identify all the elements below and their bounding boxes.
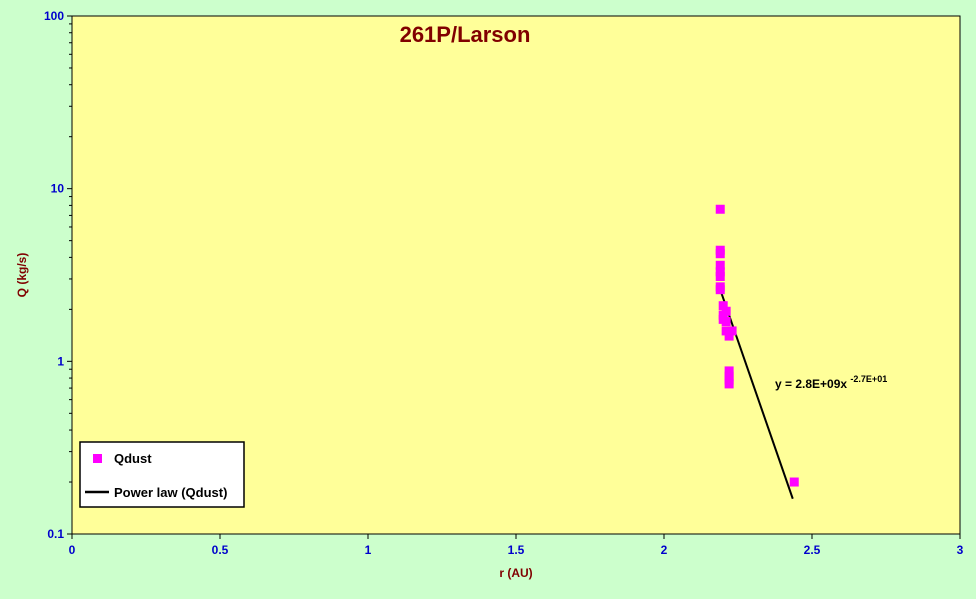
data-point-qdust [727, 326, 737, 336]
data-point-qdust [718, 301, 728, 311]
data-point-qdust [724, 366, 734, 376]
y-axis-label: Q (kg/s) [15, 253, 29, 298]
data-point-qdust [715, 285, 725, 295]
y-tick-label: 100 [44, 9, 64, 23]
data-point-qdust [721, 326, 731, 336]
data-point-qdust [715, 204, 725, 214]
y-tick-label: 1 [57, 354, 64, 368]
chart-title: 261P/Larson [400, 22, 531, 47]
legend-label-power-law: Power law (Qdust) [114, 485, 227, 500]
data-point-qdust [724, 331, 734, 341]
x-tick-label: 1.5 [508, 543, 525, 557]
data-points [715, 204, 799, 487]
x-tick-label: 0.5 [212, 543, 229, 557]
equation-exponent: -2.7E+01 [850, 374, 887, 384]
trendline-equation: y = 2.8E+09x -2.7E+01 [775, 374, 887, 391]
legend-box [79, 441, 245, 508]
x-tick-label: 0 [69, 543, 76, 557]
data-point-qdust [715, 271, 725, 281]
data-point-qdust [715, 267, 725, 277]
x-tick-label: 2 [661, 543, 668, 557]
data-point-qdust [715, 260, 725, 270]
axis-ticks: 0 0.5 1 1.5 2 2.5 3 0.1 1 10 100 [44, 9, 964, 557]
legend-label-qdust: Qdust [114, 451, 152, 466]
power-law-fit-line [719, 289, 794, 500]
fit-line-layer [719, 289, 794, 500]
data-point-qdust [721, 306, 731, 316]
legend-marker-qdust [93, 454, 102, 463]
data-point-qdust [715, 249, 725, 259]
data-point-qdust [789, 477, 799, 487]
data-point-qdust [721, 317, 731, 327]
y-tick-label: 0.1 [47, 527, 64, 541]
x-tick-label: 1 [365, 543, 372, 557]
data-point-qdust [724, 379, 734, 389]
x-axis-label: r (AU) [499, 566, 532, 580]
x-tick-label: 2.5 [804, 543, 821, 557]
y-tick-label: 10 [51, 182, 65, 196]
legend: Qdust Power law (Qdust) [79, 441, 245, 508]
x-tick-label: 3 [957, 543, 964, 557]
equation-base: y = 2.8E+09x [775, 377, 847, 391]
